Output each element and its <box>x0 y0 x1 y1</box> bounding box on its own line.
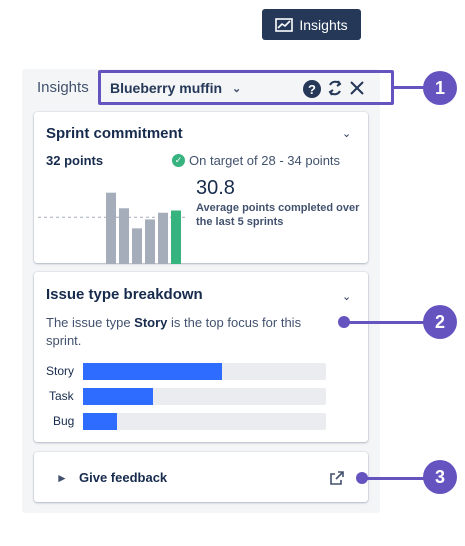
insights-button[interactable]: Insights <box>262 9 361 40</box>
megaphone-icon: ► <box>56 471 68 485</box>
callout-highlight-box <box>98 70 394 105</box>
average-value: 30.8 <box>196 177 235 199</box>
chevron-down-icon: ⌄ <box>232 82 242 95</box>
callout-badge-1: 1 <box>423 71 457 105</box>
callout-connector <box>394 86 424 89</box>
desc-strong: Story <box>134 315 168 330</box>
card-title: Issue type breakdown <box>46 286 203 303</box>
desc-prefix: The issue type <box>46 315 135 330</box>
check-circle-icon: ✓ <box>172 154 185 167</box>
give-feedback-link[interactable]: Give feedback <box>79 470 168 485</box>
bar-label-task: Task <box>49 389 74 403</box>
bar-fill-bug <box>83 413 118 430</box>
feedback-card[interactable] <box>34 452 368 502</box>
issue-description: The issue type Story is the top focus fo… <box>46 314 336 350</box>
chart-bar-2 <box>119 208 129 264</box>
points-value: 32 points <box>46 153 104 168</box>
chart-bar-6 <box>171 210 181 264</box>
trend-chart-icon <box>275 17 294 32</box>
target-status: ✓ On target of 28 - 34 points <box>172 153 340 168</box>
callout-badge-3: 3 <box>423 460 457 494</box>
target-text: On target of 28 - 34 points <box>189 153 341 168</box>
chart-bar-5 <box>158 212 168 264</box>
insights-button-label: Insights <box>299 16 348 33</box>
chart-bar-3 <box>132 228 142 264</box>
bar-track <box>83 413 326 430</box>
chevron-down-icon[interactable]: ⌄ <box>342 291 352 303</box>
callout-connector <box>344 321 424 324</box>
chevron-down-icon[interactable]: ⌄ <box>342 128 352 140</box>
bar-fill-story <box>83 363 222 380</box>
chart-bar-1 <box>106 192 116 264</box>
average-caption: Average points completed over the last 5… <box>196 202 360 228</box>
sprint-select[interactable]: Blueberry muffin ⌄ <box>110 80 241 96</box>
sprint-commitment-card <box>34 112 368 263</box>
panel-title: Insights <box>37 79 89 96</box>
bar-label-bug: Bug <box>53 414 75 428</box>
card-title: Sprint commitment <box>46 125 183 142</box>
sprint-bar-chart <box>38 192 188 264</box>
callout-connector <box>362 477 424 480</box>
help-icon[interactable]: ? <box>303 80 321 98</box>
sprint-select-value: Blueberry muffin <box>110 80 223 96</box>
external-link-icon[interactable] <box>329 470 345 486</box>
bar-track <box>83 388 326 405</box>
callout-badge-2: 2 <box>423 305 457 339</box>
refresh-icon[interactable] <box>326 78 344 98</box>
bar-fill-task <box>83 388 154 405</box>
bar-track <box>83 363 326 380</box>
close-icon[interactable] <box>349 79 365 97</box>
chart-bar-4 <box>145 219 155 264</box>
bar-label-story: Story <box>46 364 75 378</box>
desc-suffix: is the top focus for this sprint. <box>46 315 302 348</box>
